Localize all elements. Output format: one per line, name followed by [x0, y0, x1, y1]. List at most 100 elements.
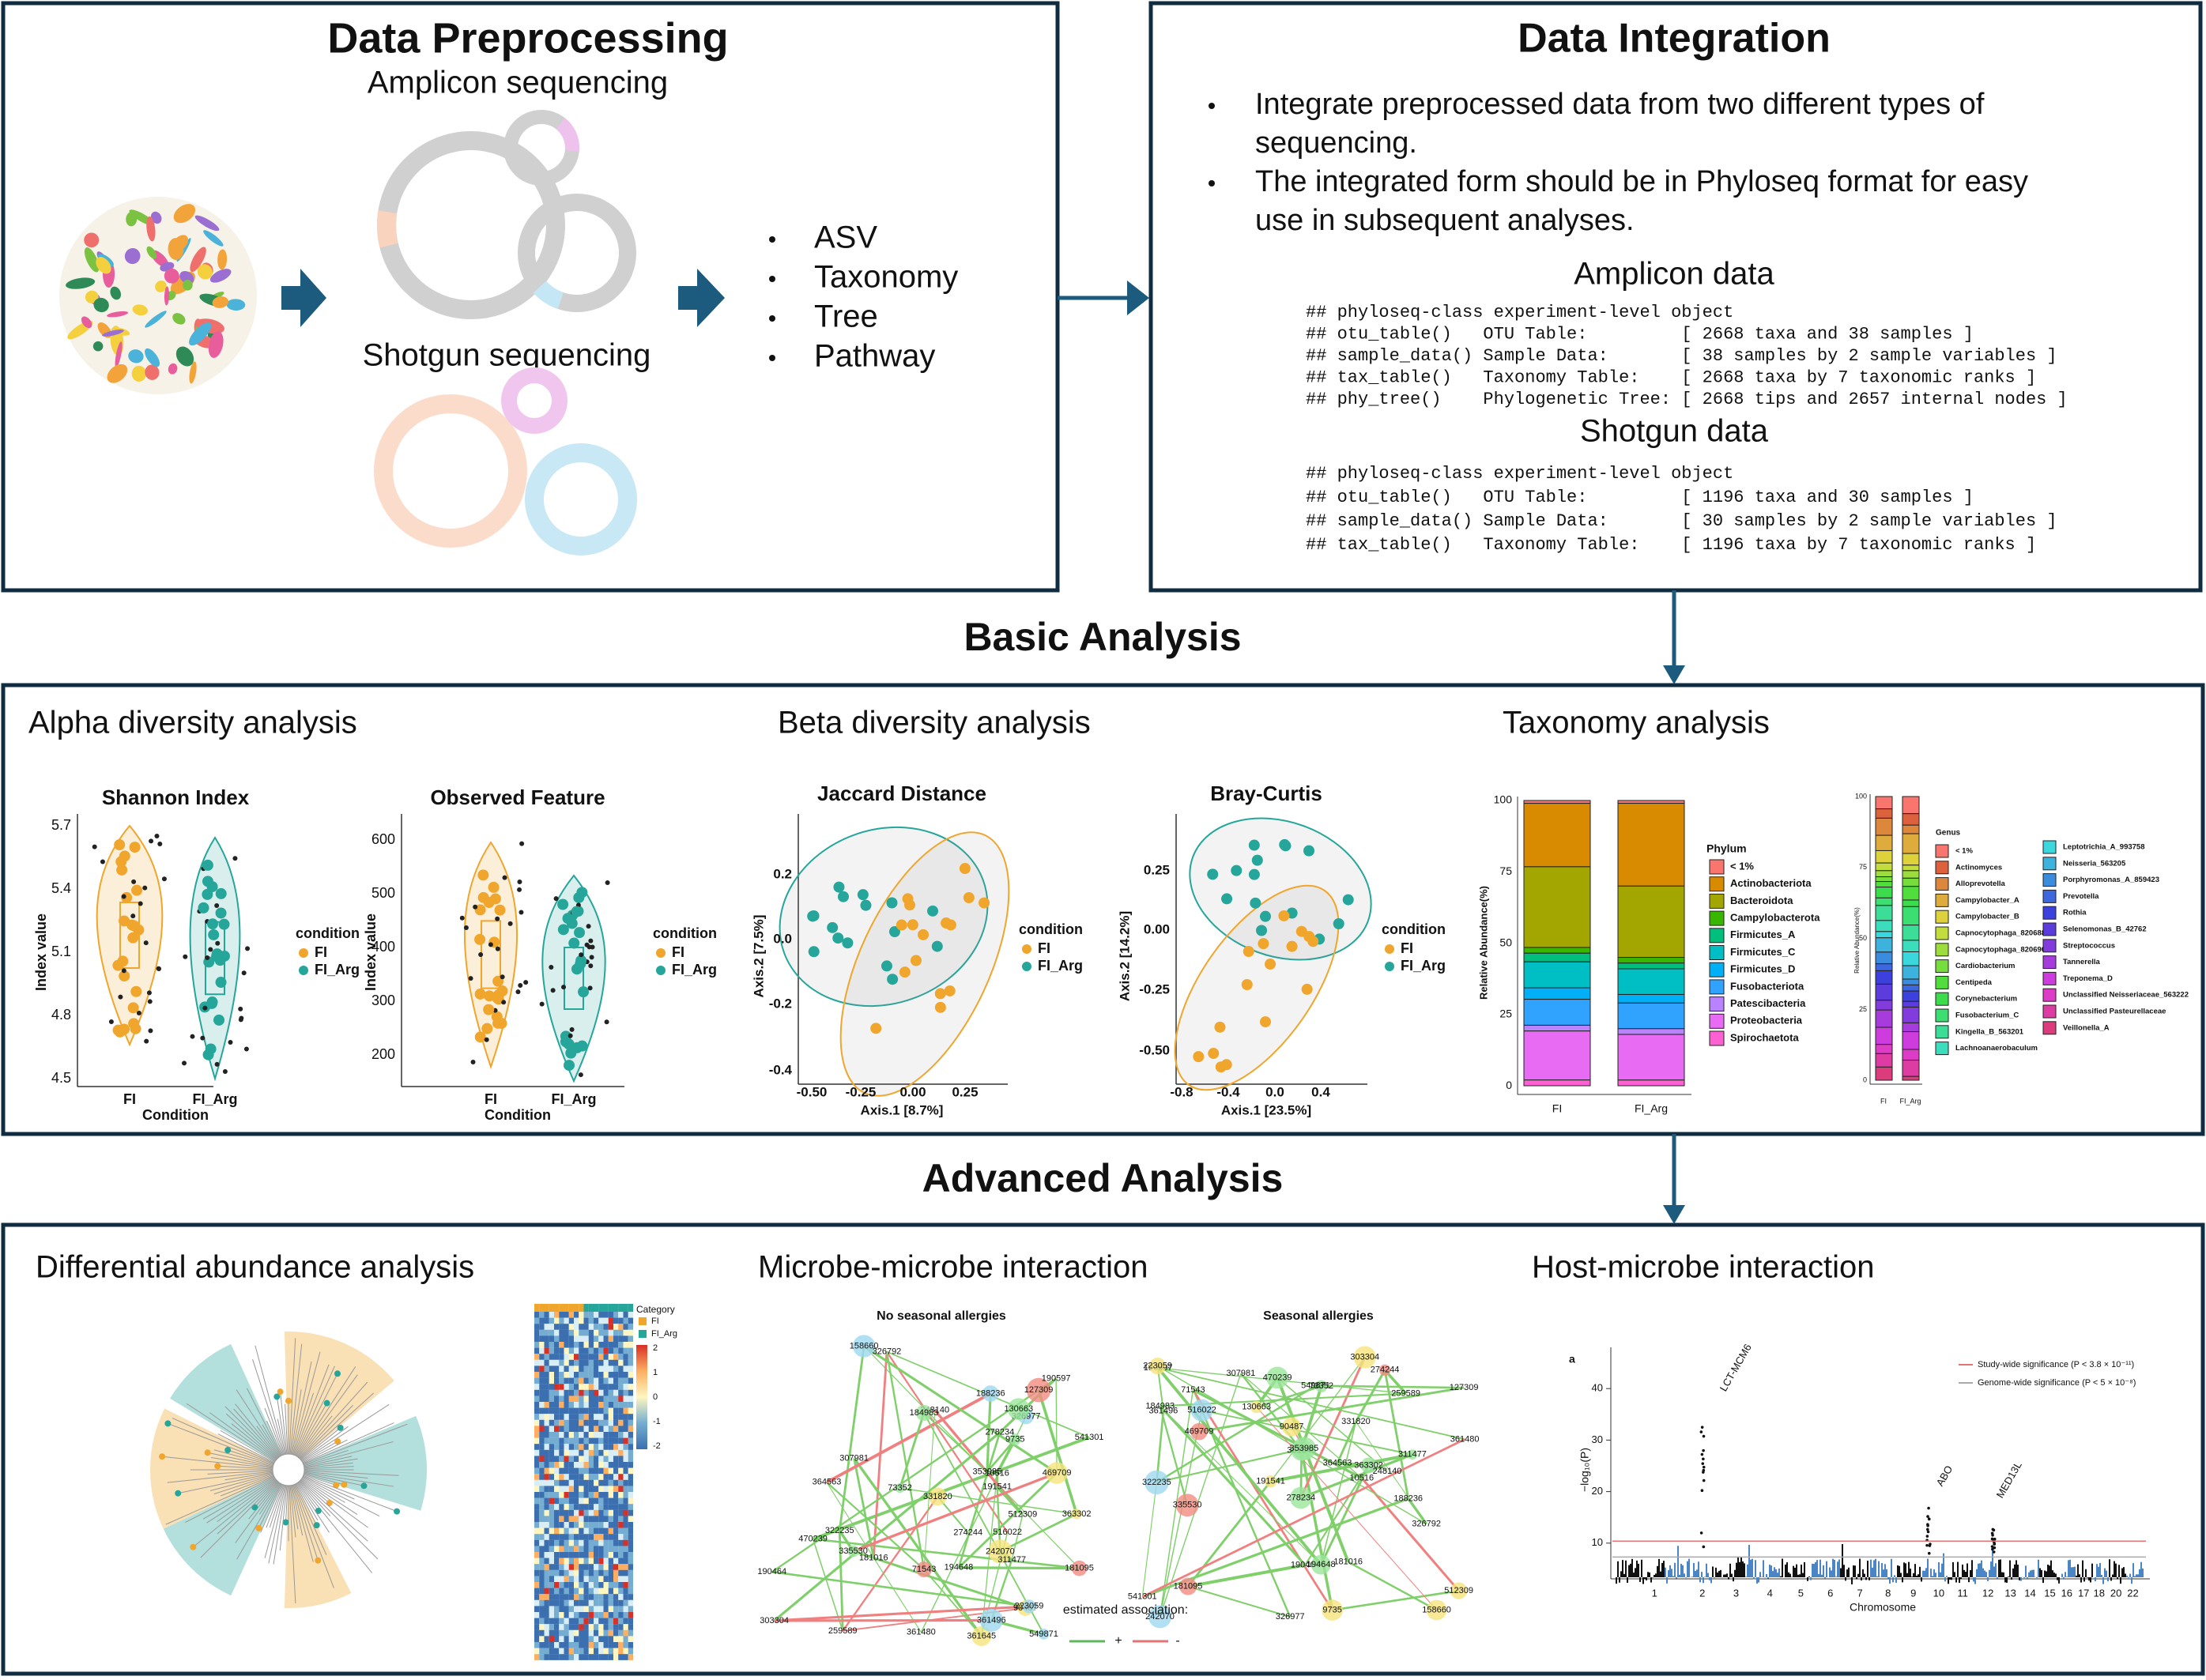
heatmap-cell [559, 1324, 564, 1330]
stack-segment [1875, 931, 1893, 939]
heatmap-cell [564, 1329, 569, 1336]
heatmap-cell [628, 1479, 634, 1486]
heatmap-cell [588, 1372, 594, 1378]
heatmap-cell [549, 1329, 555, 1336]
heatmap-cell [579, 1576, 584, 1583]
raw-point [553, 896, 559, 902]
heatmap-cell [554, 1329, 560, 1336]
heatmap-cell [579, 1329, 584, 1336]
heatmap-cell [594, 1558, 599, 1565]
heatmap-cell [613, 1606, 619, 1613]
gene-annotation: LCT-MCM6 [1718, 1342, 1754, 1393]
heatmap-cell [613, 1335, 619, 1343]
clade-branch [302, 1477, 345, 1503]
sample-point [1214, 1021, 1226, 1033]
heatmap-cell [613, 1629, 619, 1637]
node-label: 274244 [1371, 1365, 1400, 1375]
heatmap-cell [544, 1588, 549, 1595]
clade-wedge [170, 1343, 282, 1462]
heatmap-cell [628, 1599, 634, 1607]
legend-swatch [2042, 922, 2057, 936]
legend-label: FI [672, 944, 684, 960]
heatmap-cell [618, 1444, 624, 1450]
microbe [128, 349, 144, 363]
legend-label: Tannerella [2063, 958, 2101, 966]
clade-branch [285, 1485, 288, 1523]
raw-point [589, 955, 594, 960]
heatmap-cell [623, 1354, 628, 1360]
heatmap-cell [559, 1576, 564, 1583]
raw-point [100, 859, 105, 864]
clade-branch [207, 1470, 273, 1475]
heatmap-cell [628, 1467, 634, 1475]
clade-branch [273, 1485, 287, 1565]
confidence-ellipse [779, 826, 989, 1008]
snp-point [1700, 1452, 1704, 1456]
label: Differential abundance analysis [36, 1250, 474, 1285]
network-edge [1160, 1406, 1322, 1565]
clade-branch [279, 1485, 288, 1551]
heatmap-cell [579, 1629, 584, 1637]
clade-branch [246, 1388, 282, 1456]
heatmap-cell [603, 1342, 609, 1348]
clade-branch [165, 1475, 274, 1525]
heatmap-cell [534, 1474, 540, 1480]
sample-point [116, 864, 128, 876]
heatmap-cell [588, 1359, 594, 1366]
heatmap-cell [568, 1612, 575, 1618]
heatmap-cell [608, 1588, 614, 1595]
x-tick-label: 1 [1652, 1587, 1657, 1599]
heatmap-cell [594, 1419, 599, 1426]
microbe [164, 286, 170, 306]
heatmap-cell [594, 1576, 599, 1583]
network-edge [1256, 1407, 1437, 1610]
clade-node [334, 1370, 341, 1377]
microbe [66, 277, 96, 289]
sample-point [129, 842, 141, 853]
heatmap-cell [539, 1456, 545, 1463]
microbe [84, 232, 100, 248]
network-edge [1348, 1561, 1438, 1611]
heatmap-cell [583, 1618, 589, 1625]
x-axis-label: Axis.1 [23.5%] [1221, 1102, 1311, 1117]
bullet [769, 355, 775, 361]
heatmap-cell [549, 1437, 555, 1445]
heatmap-cell [544, 1486, 549, 1493]
clade-branch [292, 1351, 321, 1455]
heatmap-cell [568, 1552, 575, 1558]
node-label: 353985 [1290, 1444, 1319, 1453]
heatmap-cell [549, 1594, 555, 1600]
heatmap-cell [613, 1462, 619, 1468]
microbe [203, 230, 224, 247]
category-bar [568, 1304, 575, 1312]
snp-point [1993, 1543, 1997, 1546]
heatmap-cell [534, 1636, 540, 1643]
node-label: 278234 [1286, 1493, 1315, 1502]
clade-branch [300, 1392, 375, 1460]
heatmap-cell [628, 1444, 634, 1450]
legend-label: Kingella_B_563201 [1955, 1027, 2024, 1036]
heatmap-cell [613, 1624, 619, 1630]
heatmap-cell [603, 1317, 609, 1324]
heatmap-cell [574, 1509, 579, 1516]
heatmap-cell [534, 1384, 540, 1390]
heatmap-cell [549, 1317, 555, 1324]
heatmap-cell [594, 1516, 599, 1523]
network-edge [1187, 1563, 1306, 1588]
heatmap-cell [544, 1636, 549, 1643]
clade-node [360, 1482, 368, 1490]
network-edge [853, 1550, 1026, 1610]
heatmap-cell [628, 1389, 634, 1396]
heatmap-cell [559, 1497, 564, 1505]
heatmap-cell [559, 1365, 564, 1373]
heatmap-cell [539, 1654, 545, 1660]
heatmap-cell [628, 1449, 634, 1456]
network-edge [1270, 1452, 1413, 1483]
clade-branch [300, 1480, 368, 1542]
legend-swatch [2042, 840, 2057, 854]
heatmap-cell [603, 1324, 609, 1330]
heatmap-cell [554, 1419, 560, 1426]
heatmap-cell [559, 1642, 564, 1648]
heatmap-cell [613, 1444, 619, 1450]
sample-point [198, 902, 209, 913]
